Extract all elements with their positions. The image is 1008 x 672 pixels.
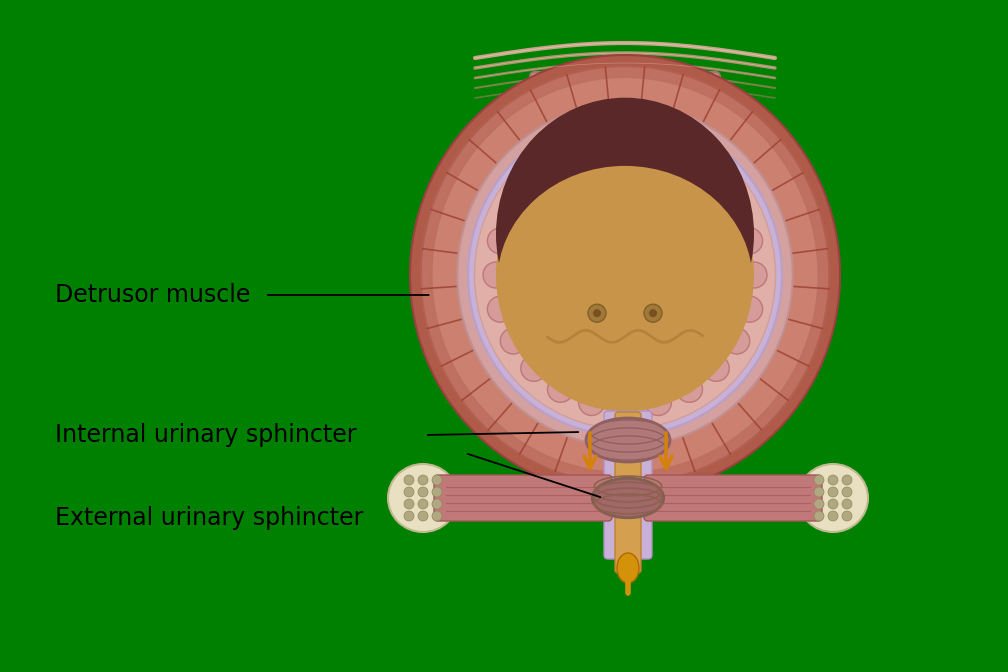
Circle shape [521, 355, 546, 381]
Circle shape [649, 309, 657, 317]
Ellipse shape [475, 121, 775, 429]
Circle shape [500, 328, 526, 354]
Circle shape [432, 475, 442, 485]
Circle shape [579, 390, 605, 415]
Ellipse shape [617, 553, 639, 583]
FancyBboxPatch shape [604, 411, 652, 559]
Circle shape [500, 196, 526, 222]
Circle shape [483, 262, 509, 288]
FancyBboxPatch shape [434, 475, 612, 521]
Circle shape [676, 148, 703, 173]
Ellipse shape [468, 114, 782, 435]
Circle shape [645, 390, 671, 415]
Circle shape [488, 296, 513, 322]
Circle shape [418, 475, 428, 485]
Circle shape [547, 376, 574, 403]
Circle shape [612, 130, 638, 156]
Circle shape [842, 487, 852, 497]
Circle shape [828, 499, 838, 509]
Circle shape [404, 475, 414, 485]
Circle shape [404, 511, 414, 521]
Circle shape [579, 134, 605, 161]
Circle shape [737, 296, 763, 322]
Circle shape [828, 475, 838, 485]
Text: Internal urinary sphincter: Internal urinary sphincter [55, 423, 357, 447]
Ellipse shape [497, 166, 753, 398]
Ellipse shape [586, 418, 670, 462]
Circle shape [644, 304, 662, 322]
Circle shape [404, 487, 414, 497]
Circle shape [741, 262, 767, 288]
Circle shape [588, 304, 606, 322]
Circle shape [432, 511, 442, 521]
Circle shape [842, 499, 852, 509]
Ellipse shape [593, 478, 663, 518]
Ellipse shape [458, 103, 792, 447]
Ellipse shape [798, 464, 868, 532]
Circle shape [814, 511, 824, 521]
Ellipse shape [420, 66, 830, 484]
Ellipse shape [496, 97, 754, 370]
Circle shape [704, 169, 729, 195]
Ellipse shape [410, 55, 840, 495]
Circle shape [593, 309, 601, 317]
Circle shape [547, 148, 574, 173]
Circle shape [612, 394, 638, 420]
Circle shape [704, 355, 729, 381]
Circle shape [724, 196, 750, 222]
Circle shape [828, 487, 838, 497]
Text: External urinary sphincter: External urinary sphincter [55, 506, 363, 530]
Circle shape [432, 487, 442, 497]
Circle shape [814, 499, 824, 509]
Circle shape [645, 134, 671, 161]
Ellipse shape [388, 464, 458, 532]
Circle shape [724, 328, 750, 354]
Circle shape [828, 511, 838, 521]
Circle shape [521, 169, 546, 195]
Circle shape [737, 228, 763, 254]
Circle shape [404, 499, 414, 509]
Circle shape [488, 228, 513, 254]
Ellipse shape [496, 138, 754, 411]
Circle shape [418, 499, 428, 509]
Circle shape [814, 487, 824, 497]
Circle shape [842, 475, 852, 485]
FancyBboxPatch shape [644, 475, 822, 521]
Circle shape [676, 376, 703, 403]
Circle shape [842, 511, 852, 521]
Text: Detrusor muscle: Detrusor muscle [55, 283, 250, 307]
Circle shape [814, 475, 824, 485]
FancyBboxPatch shape [530, 72, 720, 118]
Circle shape [418, 511, 428, 521]
Circle shape [432, 499, 442, 509]
Ellipse shape [431, 77, 818, 473]
Circle shape [418, 487, 428, 497]
FancyBboxPatch shape [615, 412, 641, 573]
